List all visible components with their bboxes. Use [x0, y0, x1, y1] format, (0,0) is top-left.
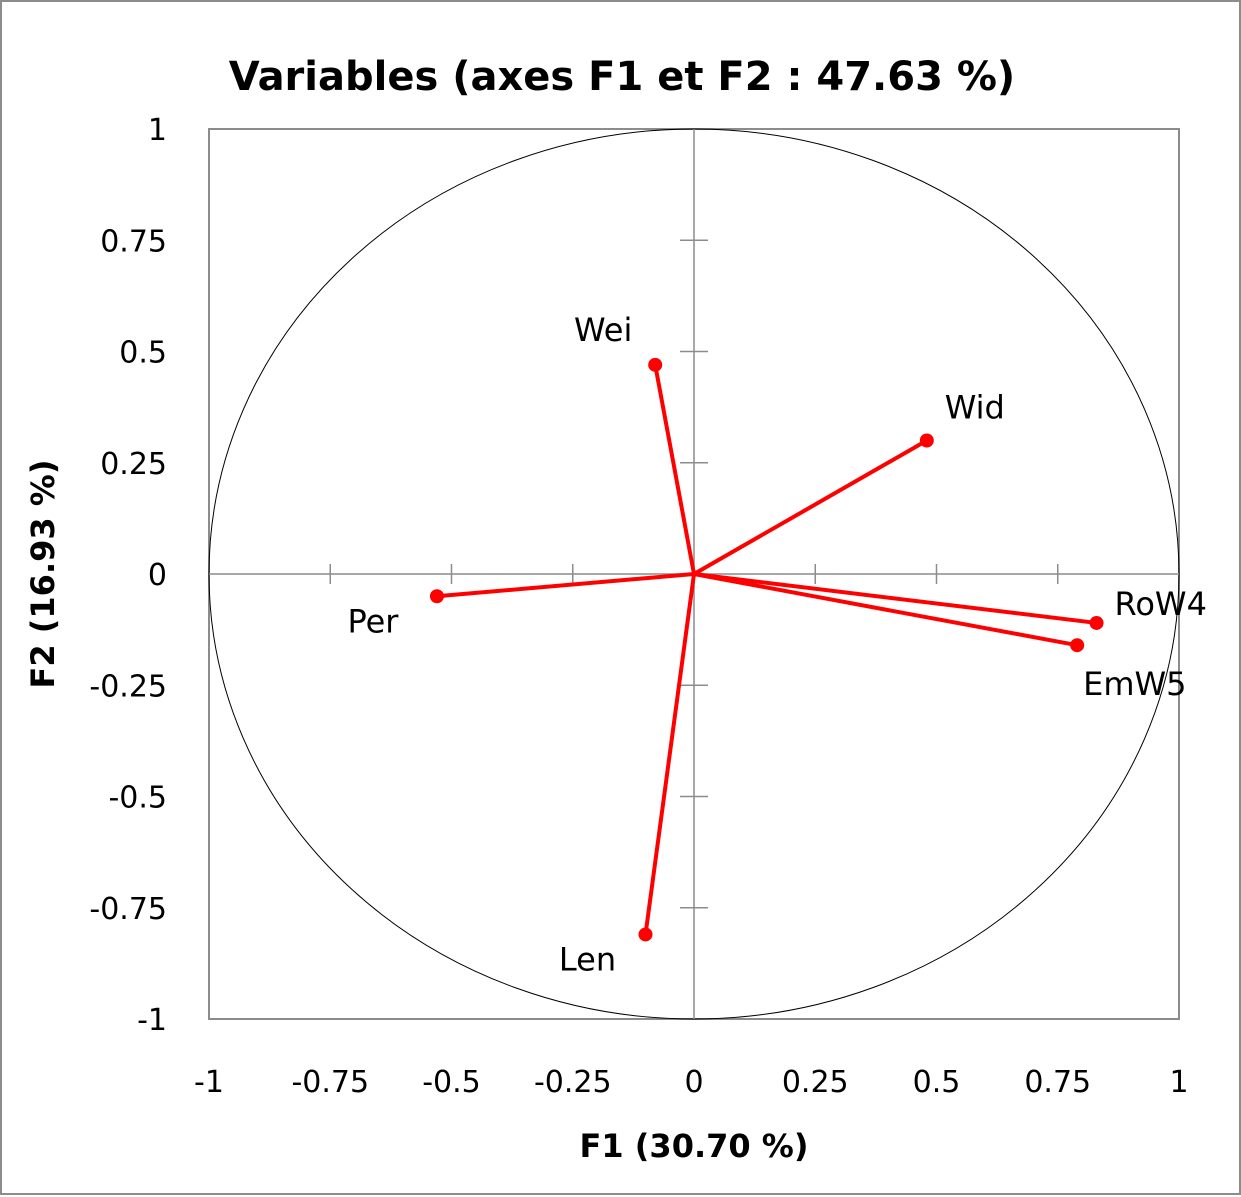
- point-wei: [648, 357, 663, 372]
- y-tick-labels: -1 -0.75 -0.5 -0.25 0 0.25 0.5 0.75 1: [89, 113, 167, 1038]
- y-tick-label: -0.75: [89, 892, 167, 927]
- y-tick-label: 0.75: [100, 224, 167, 259]
- point-emw5: [1070, 638, 1085, 653]
- x-tick-labels: -1 -0.75 -0.5 -0.25 0 0.25 0.5 0.75 1: [194, 1065, 1189, 1100]
- point-per: [429, 589, 444, 604]
- label-wei: Wei: [574, 311, 632, 349]
- y-tick-label: 1: [148, 113, 167, 148]
- y-axis-title: F2 (16.93 %): [24, 460, 62, 689]
- y-tick-label: -1: [137, 1003, 167, 1038]
- y-tick-label: -0.25: [89, 669, 167, 704]
- label-emw5: EmW5: [1083, 665, 1186, 703]
- x-tick-label: 0: [684, 1065, 703, 1100]
- x-tick-label: -1: [194, 1065, 224, 1100]
- x-tick-label: -0.75: [291, 1065, 369, 1100]
- point-wid: [919, 433, 934, 448]
- point-row4: [1089, 615, 1104, 630]
- vector-row4: [693, 572, 1097, 625]
- y-tick-label: 0.25: [100, 447, 167, 482]
- y-tick-label: -0.5: [108, 781, 167, 816]
- y-tick-label: 0.5: [119, 336, 167, 371]
- vector-wei: [653, 364, 696, 575]
- vector-wid: [693, 438, 928, 576]
- x-tick-label: 0.25: [782, 1065, 849, 1100]
- variable-labels: Wei Wid Per RoW4 EmW5 Len: [347, 311, 1206, 979]
- label-wid: Wid: [945, 389, 1005, 427]
- label-row4: RoW4: [1115, 585, 1207, 623]
- label-per: Per: [347, 602, 399, 640]
- x-tick-label: -0.5: [422, 1065, 481, 1100]
- x-tick-label: 0.75: [1024, 1065, 1091, 1100]
- x-tick-label: -0.25: [534, 1065, 612, 1100]
- label-len: Len: [559, 940, 616, 978]
- x-tick-label: 0.5: [913, 1065, 961, 1100]
- x-axis-title: F1 (30.70 %): [580, 1127, 809, 1165]
- vector-emw5: [693, 572, 1078, 648]
- x-tick-label: 1: [1169, 1065, 1188, 1100]
- vector-len: [643, 573, 696, 935]
- y-tick-label: 0: [148, 558, 167, 593]
- point-len: [638, 927, 653, 942]
- variable-vectors: [429, 357, 1104, 942]
- chart-title: Variables (axes F1 et F2 : 47.63 %): [229, 54, 1015, 100]
- vector-per: [436, 572, 695, 599]
